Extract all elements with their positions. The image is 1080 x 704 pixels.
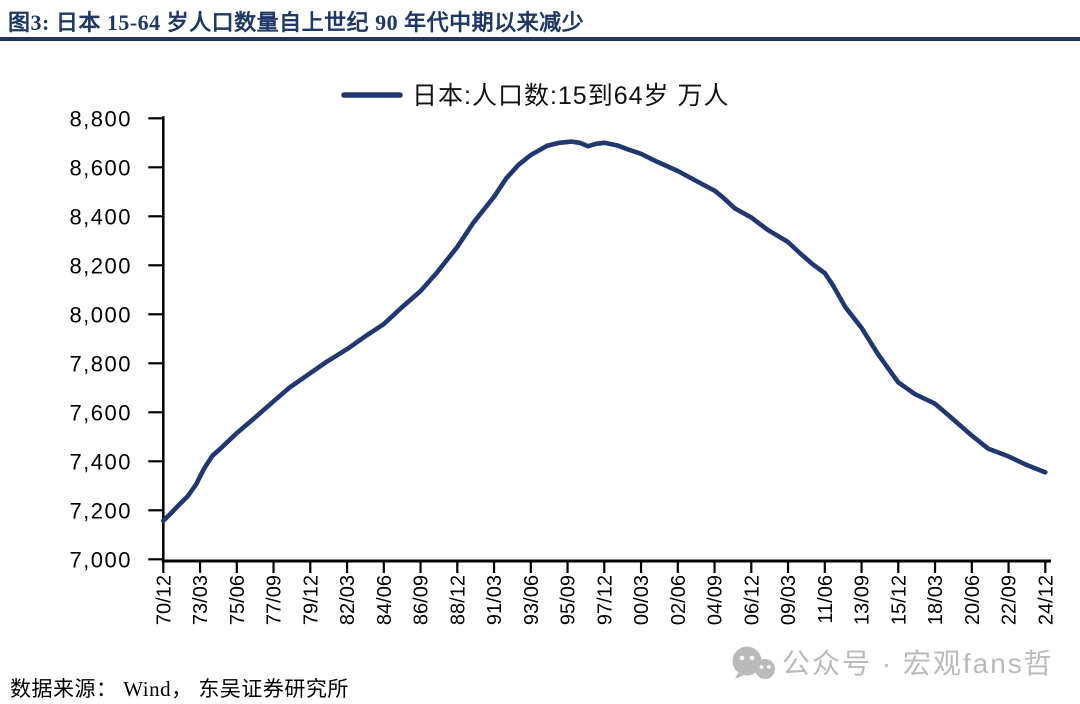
y-tick-label: 7,000 bbox=[69, 547, 132, 572]
y-tick-label: 8,000 bbox=[69, 302, 132, 327]
wechat-icon bbox=[732, 646, 775, 679]
x-tick-label: 70/12 bbox=[153, 575, 175, 625]
y-tick-label: 7,400 bbox=[69, 449, 132, 474]
x-tick-label: 00/03 bbox=[631, 575, 653, 625]
x-tick-label: 18/03 bbox=[925, 575, 947, 625]
y-tick-label: 8,600 bbox=[69, 155, 132, 180]
y-tick-label: 7,600 bbox=[69, 400, 132, 425]
y-tick-label: 7,200 bbox=[69, 498, 132, 523]
x-tick-label: 20/06 bbox=[962, 575, 984, 625]
population-line-chart: 日本:人口数:15到64岁 万人 8,800 8,600 8,400 8,200 8,00… bbox=[69, 82, 1057, 679]
x-tick-label: 02/06 bbox=[668, 575, 690, 625]
population-line bbox=[161, 139, 1048, 524]
x-tick-label: 91/03 bbox=[484, 575, 506, 625]
x-tick-label: 15/12 bbox=[888, 575, 910, 625]
watermark-text: 公众号 · 宏观fans哲 bbox=[782, 648, 1054, 679]
legend-label: 日本:人口数:15到64岁 万人 bbox=[412, 82, 729, 110]
x-tick-label: 86/09 bbox=[411, 575, 433, 625]
x-tick-label: 84/06 bbox=[374, 575, 396, 625]
x-tick-label: 13/09 bbox=[852, 575, 874, 625]
title-rule bbox=[0, 37, 1080, 41]
x-tick-label: 88/12 bbox=[447, 575, 469, 625]
x-tick-label: 79/12 bbox=[300, 575, 322, 625]
x-tick-label: 09/03 bbox=[778, 575, 800, 625]
x-tick-label: 24/12 bbox=[1035, 575, 1057, 625]
x-tick-label: 93/06 bbox=[521, 575, 543, 625]
y-tick-label: 8,200 bbox=[69, 253, 132, 278]
x-tick-label: 82/03 bbox=[337, 575, 359, 625]
y-tick-label: 7,800 bbox=[69, 351, 132, 376]
x-tick-label: 95/09 bbox=[558, 575, 580, 625]
x-tick-label: 77/09 bbox=[264, 575, 286, 625]
x-tick-label: 06/12 bbox=[741, 575, 763, 625]
x-tick-label: 22/09 bbox=[999, 575, 1021, 625]
figure-title: 图3: 日本 15-64 岁人口数量自上世纪 90 年代中期以来减少 bbox=[8, 10, 585, 35]
y-tick-label: 8,800 bbox=[69, 106, 132, 131]
x-tick-label: 11/06 bbox=[815, 575, 837, 624]
x-tick-label: 75/06 bbox=[227, 575, 249, 625]
data-source: 数据来源： Wind， 东吴证券研究所 bbox=[10, 677, 349, 701]
y-tick-label: 8,400 bbox=[69, 204, 132, 229]
x-tick-label: 97/12 bbox=[594, 575, 616, 625]
x-tick-label: 04/09 bbox=[705, 575, 727, 625]
watermark: 公众号 · 宏观fans哲 bbox=[732, 646, 1054, 679]
x-tick-label: 73/03 bbox=[190, 575, 212, 625]
